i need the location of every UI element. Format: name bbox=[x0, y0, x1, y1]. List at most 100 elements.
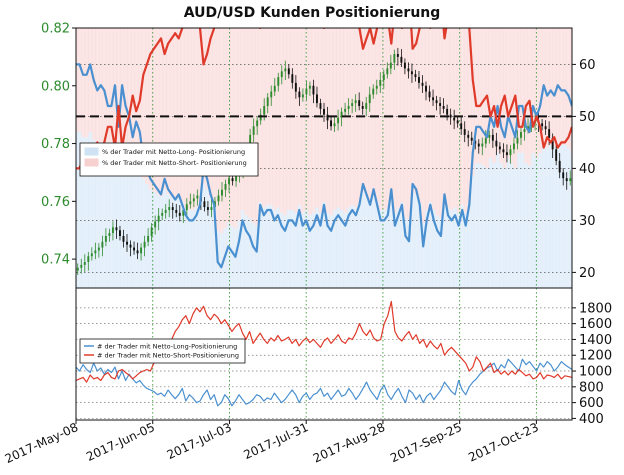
long-share-band bbox=[414, 194, 419, 288]
right-tick-label: 400 bbox=[579, 412, 604, 427]
candle-body bbox=[305, 88, 308, 95]
candle-body bbox=[228, 178, 230, 184]
long-share-band bbox=[463, 212, 468, 288]
long-share-band bbox=[187, 210, 192, 288]
candle-body bbox=[407, 68, 410, 72]
candle-body bbox=[196, 195, 199, 199]
candle-body bbox=[460, 123, 463, 130]
legend-swatch-short bbox=[84, 158, 99, 167]
short-share-band bbox=[116, 28, 121, 164]
long-share-band bbox=[339, 210, 344, 288]
short-share-band bbox=[223, 28, 227, 229]
long-share-band bbox=[325, 212, 330, 288]
x-tick-label: 2017-Jul-31 bbox=[241, 420, 310, 462]
short-share-band bbox=[84, 28, 89, 138]
right-tick-label: 1200 bbox=[579, 349, 612, 364]
short-share-band bbox=[566, 28, 571, 148]
long-share-band bbox=[88, 132, 93, 288]
candle-body bbox=[410, 71, 413, 75]
short-share-band bbox=[95, 28, 100, 145]
candle-body bbox=[396, 54, 399, 57]
series-line-long-count bbox=[76, 358, 572, 407]
long-share-band bbox=[180, 202, 185, 288]
short-share-band bbox=[233, 28, 238, 229]
short-share-band bbox=[361, 28, 366, 192]
long-share-band bbox=[541, 142, 546, 288]
long-share-band bbox=[417, 202, 422, 288]
short-share-band bbox=[520, 28, 525, 153]
long-share-band bbox=[84, 137, 89, 288]
short-share-band bbox=[368, 28, 373, 203]
short-share-band bbox=[102, 28, 107, 145]
candle-body bbox=[87, 256, 90, 262]
long-share-band bbox=[176, 197, 181, 288]
short-share-band bbox=[76, 28, 79, 132]
candle-body bbox=[516, 137, 519, 144]
candle-body bbox=[168, 207, 171, 210]
short-share-band bbox=[417, 28, 422, 203]
right-tick-label: 20 bbox=[579, 266, 596, 281]
candle-body bbox=[126, 241, 128, 245]
long-share-band bbox=[492, 163, 497, 288]
legend-label-short: # der Trader mit Netto-Short-Positionier… bbox=[97, 352, 239, 360]
long-share-band bbox=[350, 204, 355, 288]
x-tick-label: 2017-Aug-28 bbox=[311, 420, 387, 466]
long-share-band bbox=[453, 207, 458, 288]
short-share-band bbox=[244, 28, 249, 216]
long-share-band bbox=[300, 212, 305, 288]
candle-body bbox=[192, 198, 195, 202]
candle-body bbox=[182, 210, 185, 216]
long-share-band bbox=[449, 210, 454, 288]
long-share-band bbox=[230, 225, 234, 288]
candle-body bbox=[287, 68, 290, 75]
long-share-band bbox=[134, 160, 139, 288]
short-share-band bbox=[272, 28, 277, 210]
short-share-band bbox=[219, 28, 224, 234]
short-share-band bbox=[456, 28, 461, 213]
candle-body bbox=[541, 123, 544, 127]
long-share-band bbox=[290, 210, 295, 288]
short-share-band bbox=[389, 28, 394, 195]
short-share-band bbox=[488, 28, 493, 158]
short-share-band bbox=[354, 28, 358, 208]
candle-body bbox=[491, 134, 494, 141]
candle-body bbox=[488, 134, 491, 138]
short-share-band bbox=[449, 28, 454, 210]
short-share-band bbox=[570, 28, 572, 153]
long-share-band bbox=[336, 207, 341, 288]
bottom-panel-frame bbox=[75, 287, 573, 421]
candle-body bbox=[315, 94, 318, 104]
x-tick-label: 2017-Sep-25 bbox=[388, 420, 464, 465]
long-share-band bbox=[116, 163, 121, 288]
candle-body bbox=[161, 212, 164, 216]
candle-body bbox=[270, 91, 273, 98]
candle-body bbox=[175, 210, 178, 213]
legend-top: % der Trader mit Netto-Long- Positionier… bbox=[79, 142, 259, 177]
candle-body bbox=[143, 241, 146, 248]
short-share-band bbox=[432, 28, 436, 210]
short-share-band bbox=[421, 28, 426, 223]
candle-body bbox=[136, 250, 139, 254]
candle-body bbox=[351, 103, 354, 106]
short-share-band bbox=[265, 28, 270, 205]
short-share-band bbox=[538, 28, 543, 153]
short-share-band bbox=[77, 28, 82, 132]
long-share-band bbox=[226, 223, 231, 288]
long-share-band bbox=[113, 142, 118, 288]
short-share-band bbox=[386, 28, 390, 208]
candle-body bbox=[273, 85, 276, 92]
candle-body bbox=[393, 54, 396, 63]
long-share-band bbox=[393, 212, 397, 288]
short-share-band bbox=[184, 28, 188, 208]
short-share-band bbox=[173, 28, 178, 200]
candle-body bbox=[249, 134, 252, 150]
long-share-band bbox=[201, 184, 206, 288]
short-share-band bbox=[194, 28, 199, 208]
candle-body bbox=[481, 143, 484, 147]
candle-body bbox=[266, 97, 269, 106]
chart-title: AUD/USD Kunden Positionierung bbox=[184, 5, 441, 21]
short-share-band bbox=[506, 28, 511, 158]
long-share-band bbox=[488, 158, 493, 288]
long-share-band bbox=[435, 215, 440, 288]
candle-body bbox=[256, 120, 259, 127]
